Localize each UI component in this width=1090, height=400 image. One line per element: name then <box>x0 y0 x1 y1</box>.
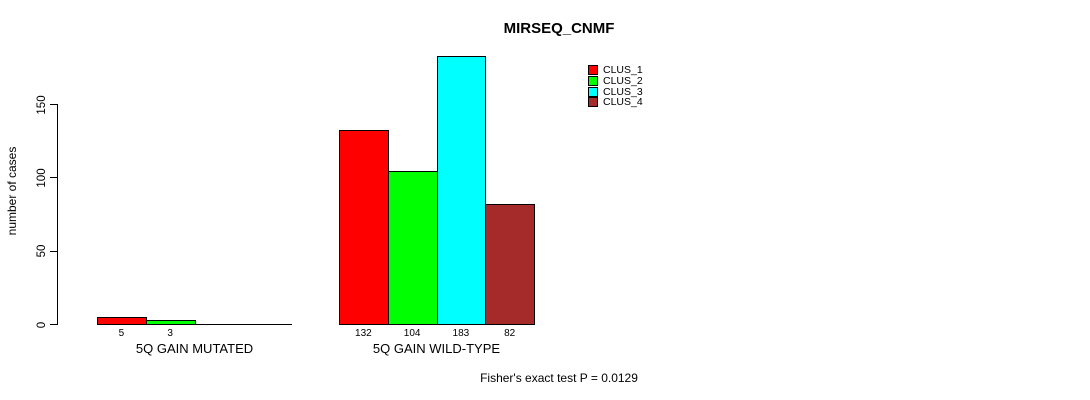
bar-value-label: 82 <box>504 327 516 339</box>
annotation-text: Fisher's exact test P = 0.0129 <box>480 371 638 385</box>
chart-title: MIRSEQ_CNMF <box>503 20 615 37</box>
legend-label: CLUS_2 <box>603 75 643 88</box>
bar-clus_1-1 <box>97 316 147 325</box>
bar-clus_4-2 <box>485 203 535 325</box>
legend-label: CLUS_1 <box>603 64 643 77</box>
bar-value-label: 5 <box>118 327 125 339</box>
legend-swatch-clus_4 <box>588 97 598 108</box>
legend-item: CLUS_4 <box>588 96 643 109</box>
y-tick-label: 100 <box>36 168 48 188</box>
legend-item: CLUS_3 <box>588 85 643 98</box>
bar-clus_2-2 <box>387 171 438 325</box>
legend-swatch-clus_1 <box>588 65 598 76</box>
y-axis-line <box>57 104 58 325</box>
y-tick-label: 0 <box>36 321 48 328</box>
category-label: 5Q GAIN WILD-TYPE <box>372 340 501 356</box>
bar-value-label: 104 <box>403 327 421 339</box>
y-tick-label: 150 <box>36 94 48 115</box>
legend-label: CLUS_3 <box>603 85 643 98</box>
y-tick-mark <box>50 104 57 105</box>
legend-label: CLUS_4 <box>603 96 643 109</box>
legend-item: CLUS_2 <box>588 75 643 88</box>
legend-swatch-clus_3 <box>588 86 598 97</box>
bar-value-label: 132 <box>355 327 372 339</box>
bar-value-label: 3 <box>167 327 173 339</box>
y-tick-label: 50 <box>36 244 48 258</box>
bar-clus_1-2 <box>339 130 389 325</box>
y-axis-label: number of cases <box>5 146 19 236</box>
legend-swatch-clus_2 <box>588 76 598 87</box>
bar-clus_3-2 <box>436 55 487 325</box>
y-tick-mark <box>50 250 57 252</box>
bar-clus_2-1 <box>145 319 196 325</box>
legend: CLUS_1 CLUS_2 CLUS_3 CLUS_4 <box>588 64 643 109</box>
bar-value-label: 183 <box>452 327 470 339</box>
legend-item: CLUS_1 <box>588 64 643 77</box>
category-label: 5Q GAIN MUTATED <box>135 340 254 356</box>
y-tick-mark <box>50 324 57 325</box>
y-tick-mark <box>50 177 57 179</box>
